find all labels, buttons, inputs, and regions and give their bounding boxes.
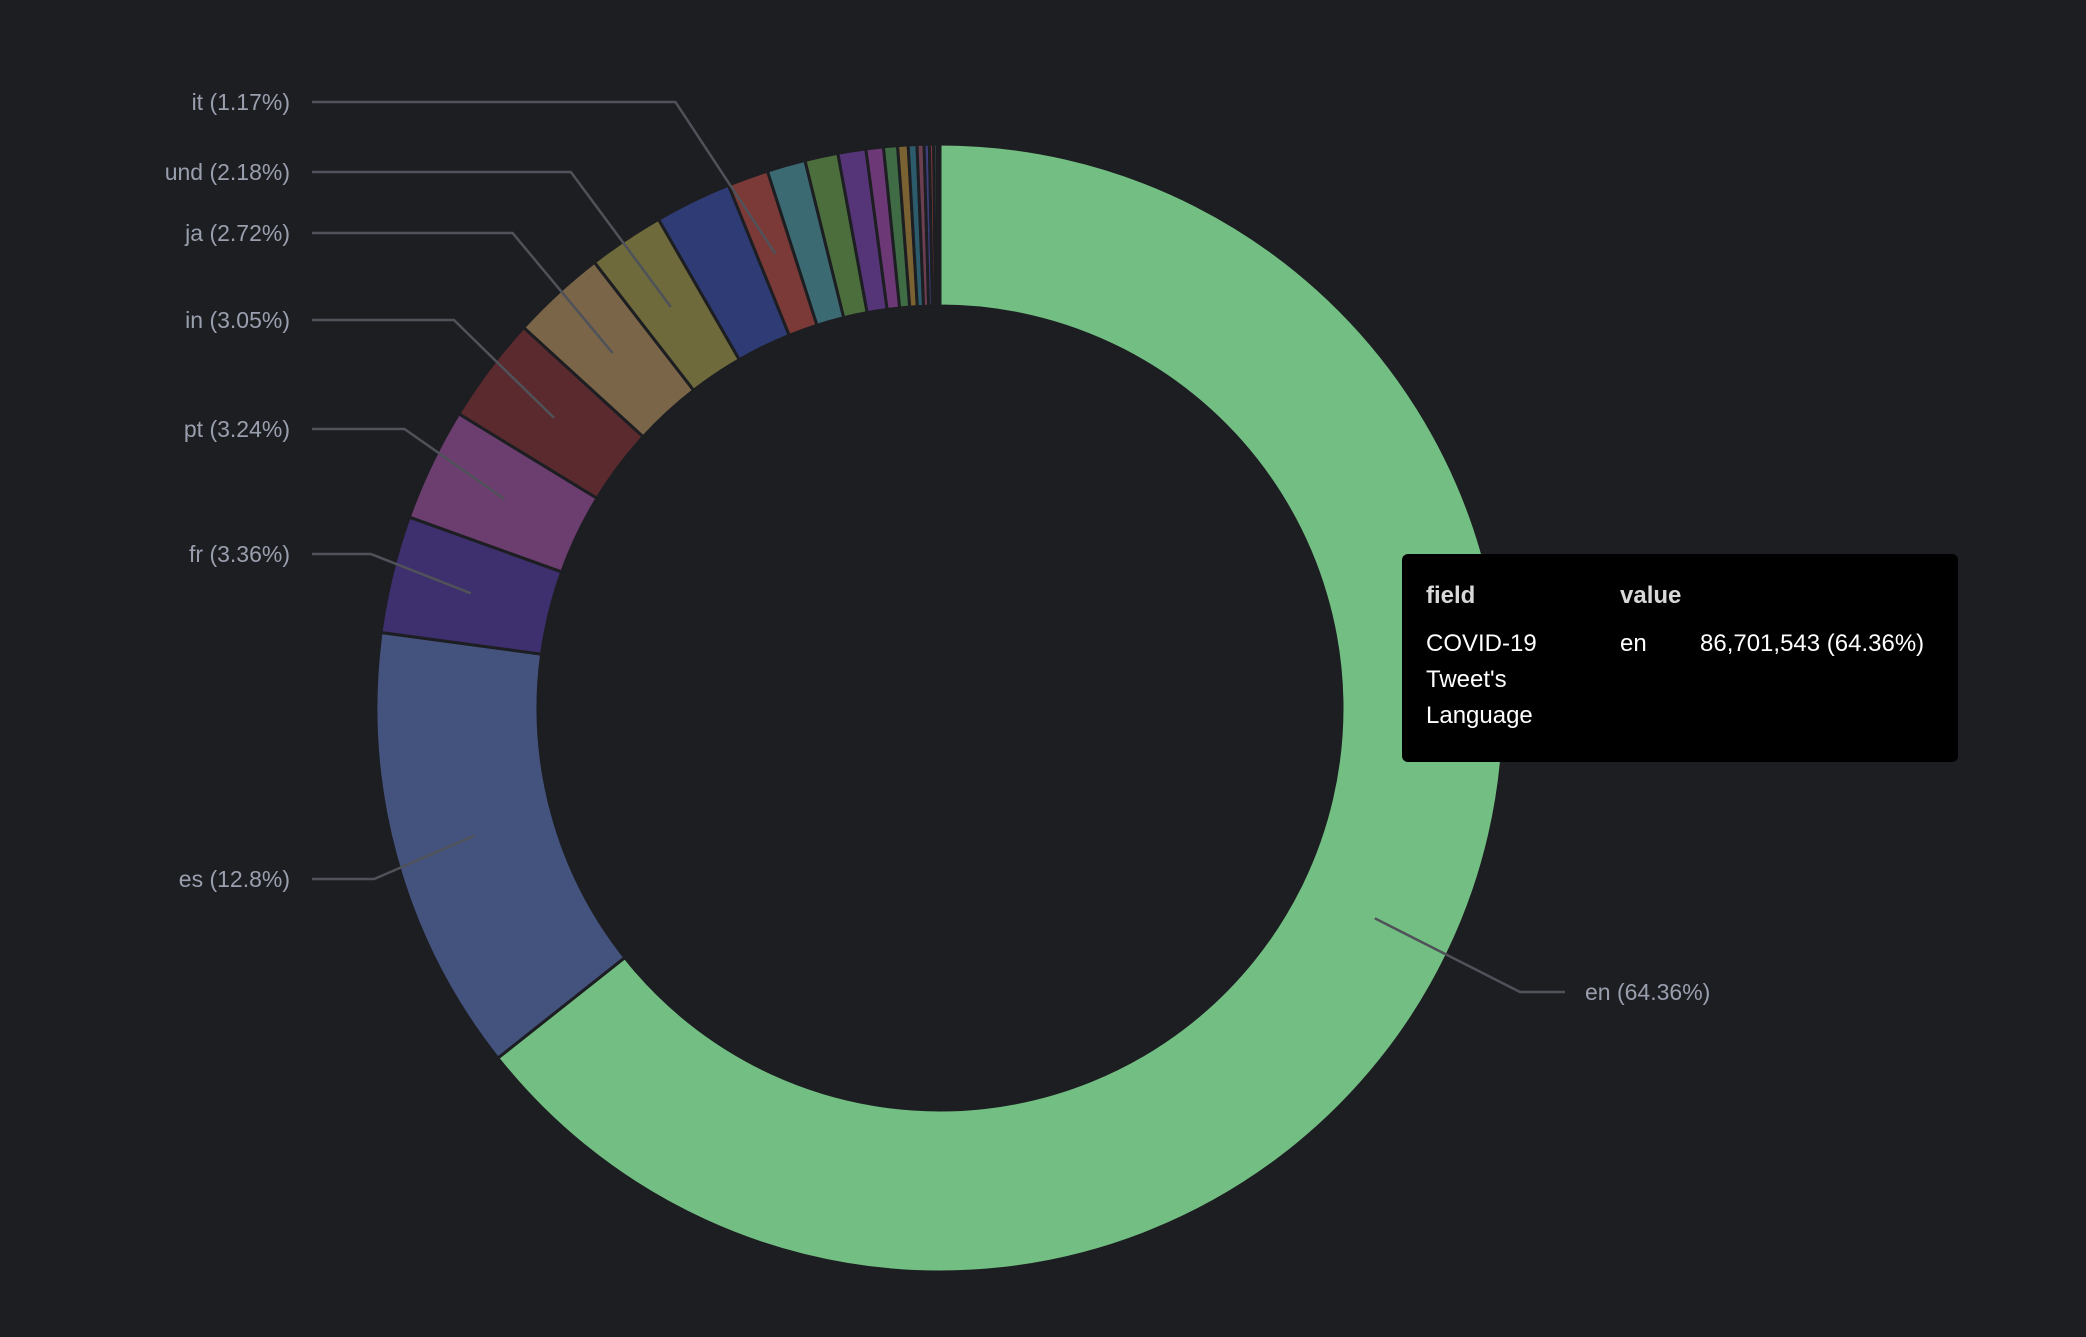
leader-line-en (1374, 917, 1565, 994)
tooltip-value-amount: 86,701,543 (64.36%) (1700, 630, 1925, 657)
tooltip-field-line-2: Tweet's (1426, 666, 1507, 693)
tooltip-value-name: en (1620, 630, 1647, 657)
leader-line-in (312, 318, 555, 419)
leader-line-ja (312, 231, 614, 354)
slice-label-it: it (1.17%) (192, 89, 290, 115)
slices-layer (374, 142, 1506, 1274)
slice-label-pt: pt (3.24%) (184, 416, 290, 442)
leader-line-und (312, 170, 672, 308)
slice-label-fr: fr (3.36%) (189, 541, 290, 567)
leader-line-it (312, 100, 777, 255)
tooltip-field-name: COVID-19 Tweet's Language (1426, 626, 1537, 734)
donut-slice-20[interactable] (935, 142, 942, 308)
leader-line-es (312, 834, 475, 881)
tooltip-header-value: value (1620, 582, 1682, 609)
hover-tooltip: field value COVID-19 Tweet's Language en… (1402, 554, 1958, 762)
slice-label-und: und (2.18%) (165, 159, 290, 185)
slice-label-en: en (64.36%) (1585, 979, 1710, 1005)
slice-label-ja: ja (2.72%) (184, 220, 290, 246)
slice-label-es: es (12.8%) (179, 866, 290, 892)
labels-layer: en (64.36%) es (12.8%) fr (3.36%) pt (3.24%… (165, 89, 1711, 1005)
leader-line-fr (312, 552, 472, 595)
leader-lines-layer (312, 100, 1565, 994)
leader-line-pt (312, 427, 506, 501)
slice-label-in: in (3.05%) (185, 307, 290, 333)
tooltip-header-field: field (1426, 582, 1476, 609)
tooltip-field-line-3: Language (1426, 702, 1533, 729)
tooltip-field-line-1: COVID-19 (1426, 630, 1537, 657)
donut-slice-en[interactable] (495, 142, 1506, 1274)
